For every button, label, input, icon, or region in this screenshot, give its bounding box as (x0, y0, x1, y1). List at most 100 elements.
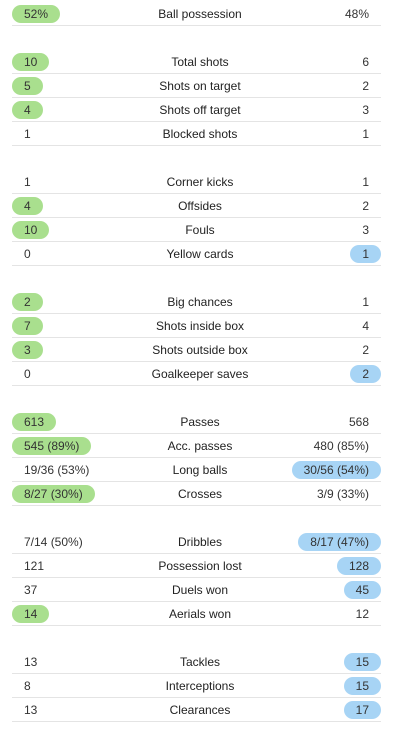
away-value: 12 (355, 607, 369, 621)
stat-label: Crosses (177, 487, 222, 501)
stat-label: Duels won (171, 583, 229, 597)
stat-label: Total shots (171, 55, 229, 69)
home-value: 121 (24, 559, 45, 573)
row-divider (12, 25, 381, 26)
home-value: 0 (24, 247, 31, 261)
stat-row: 13 Clearances 17 (0, 698, 403, 722)
away-value: 128 (336, 557, 381, 575)
stat-label: Fouls (185, 223, 215, 237)
home-value: 0 (24, 367, 31, 381)
away-value: 568 (348, 415, 369, 429)
stat-label: Possession lost (158, 559, 242, 573)
stat-label: Passes (180, 415, 220, 429)
row-divider (12, 241, 381, 242)
away-value: 1 (350, 245, 381, 263)
stat-row: 13 Tackles 15 (0, 650, 403, 674)
row-divider (12, 97, 381, 98)
stat-row: 19/36 (53%) Long balls 30/56 (54%) (0, 458, 403, 482)
stat-row: 4 Offsides 2 (0, 194, 403, 218)
stat-label: Interceptions (165, 679, 235, 693)
row-divider (12, 337, 381, 338)
stat-group: 7/14 (50%) Dribbles 8/17 (47%) 121 Possessio… (0, 530, 403, 626)
stat-row: 10 Total shots 6 (0, 50, 403, 74)
row-divider (12, 553, 381, 554)
home-value: 10 (12, 53, 50, 71)
stat-row: 1 Corner kicks 1 (0, 170, 403, 194)
stat-group: 52% Ball possession 48% (0, 2, 403, 26)
away-value: 1 (362, 295, 369, 309)
stat-row: 613 Passes 568 (0, 410, 403, 434)
row-divider (12, 721, 381, 722)
stat-label: Long balls (172, 463, 228, 477)
home-value: 1 (24, 127, 31, 141)
home-value: 3 (12, 341, 43, 359)
away-value: 4 (362, 319, 369, 333)
row-divider (12, 217, 381, 218)
away-value: 3/9 (33%) (316, 487, 369, 501)
row-divider (12, 673, 381, 674)
home-value: 14 (12, 605, 50, 623)
stat-group: 2 Big chances 1 7 Shots inside box 4 3 Shots ou… (0, 290, 403, 386)
stat-row: 7/14 (50%) Dribbles 8/17 (47%) (0, 530, 403, 554)
away-value: 45 (343, 581, 381, 599)
row-divider (12, 697, 381, 698)
home-value: 13 (24, 703, 38, 717)
home-value: 4 (12, 101, 43, 119)
away-value: 6 (362, 55, 369, 69)
stat-label: Clearances (169, 703, 231, 717)
stat-row: 52% Ball possession 48% (0, 2, 403, 26)
away-value: 2 (362, 343, 369, 357)
away-value: 17 (343, 701, 381, 719)
home-value: 13 (24, 655, 38, 669)
home-value: 5 (12, 77, 43, 95)
stat-group: 613 Passes 568 545 (89%) Acc. passes 480 (85%… (0, 410, 403, 506)
away-value: 2 (350, 365, 381, 383)
home-value: 7 (12, 317, 43, 335)
away-value: 30/56 (54%) (291, 461, 381, 479)
stat-label: Shots on target (159, 79, 241, 93)
stat-label: Corner kicks (166, 175, 234, 189)
home-value: 7/14 (50%) (24, 535, 83, 549)
row-divider (12, 481, 381, 482)
home-value: 37 (24, 583, 38, 597)
home-value: 545 (89%) (12, 437, 92, 455)
stat-label: Acc. passes (167, 439, 233, 453)
row-divider (12, 625, 381, 626)
row-divider (12, 361, 381, 362)
stat-label: Offsides (178, 199, 222, 213)
stat-label: Aerials won (168, 607, 232, 621)
home-value: 52% (12, 5, 61, 23)
stat-row: 121 Possession lost 128 (0, 554, 403, 578)
home-value: 2 (12, 293, 43, 311)
row-divider (12, 505, 381, 506)
home-value: 10 (12, 221, 50, 239)
away-value: 1 (362, 175, 369, 189)
away-value: 3 (362, 103, 369, 117)
row-divider (12, 121, 381, 122)
home-value: 8 (24, 679, 31, 693)
away-value: 480 (85%) (313, 439, 369, 453)
row-divider (12, 577, 381, 578)
stat-group: 13 Tackles 15 8 Interceptions 15 13 Clearances 1… (0, 650, 403, 722)
stat-label: Blocked shots (162, 127, 238, 141)
stat-row: 14 Aerials won 12 (0, 602, 403, 626)
stat-label: Shots off target (159, 103, 241, 117)
stat-label: Big chances (167, 295, 233, 309)
home-value: 8/27 (30%) (12, 485, 95, 503)
stat-label: Dribbles (177, 535, 222, 549)
away-value: 48% (344, 7, 369, 21)
stat-label: Ball possession (158, 7, 242, 21)
stat-group: 1 Corner kicks 1 4 Offsides 2 10 Fouls 3 0 Yellow … (0, 170, 403, 266)
stat-row: 7 Shots inside box 4 (0, 314, 403, 338)
row-divider (12, 601, 381, 602)
stat-label: Shots inside box (155, 319, 245, 333)
home-value: 4 (12, 197, 43, 215)
stat-row: 0 Goalkeeper saves 2 (0, 362, 403, 386)
stat-row: 545 (89%) Acc. passes 480 (85%) (0, 434, 403, 458)
stat-row: 37 Duels won 45 (0, 578, 403, 602)
away-value: 2 (362, 79, 369, 93)
stat-label: Goalkeeper saves (151, 367, 249, 381)
stat-label: Tackles (179, 655, 220, 669)
stat-group: 10 Total shots 6 5 Shots on target 2 4 Shots of… (0, 50, 403, 146)
